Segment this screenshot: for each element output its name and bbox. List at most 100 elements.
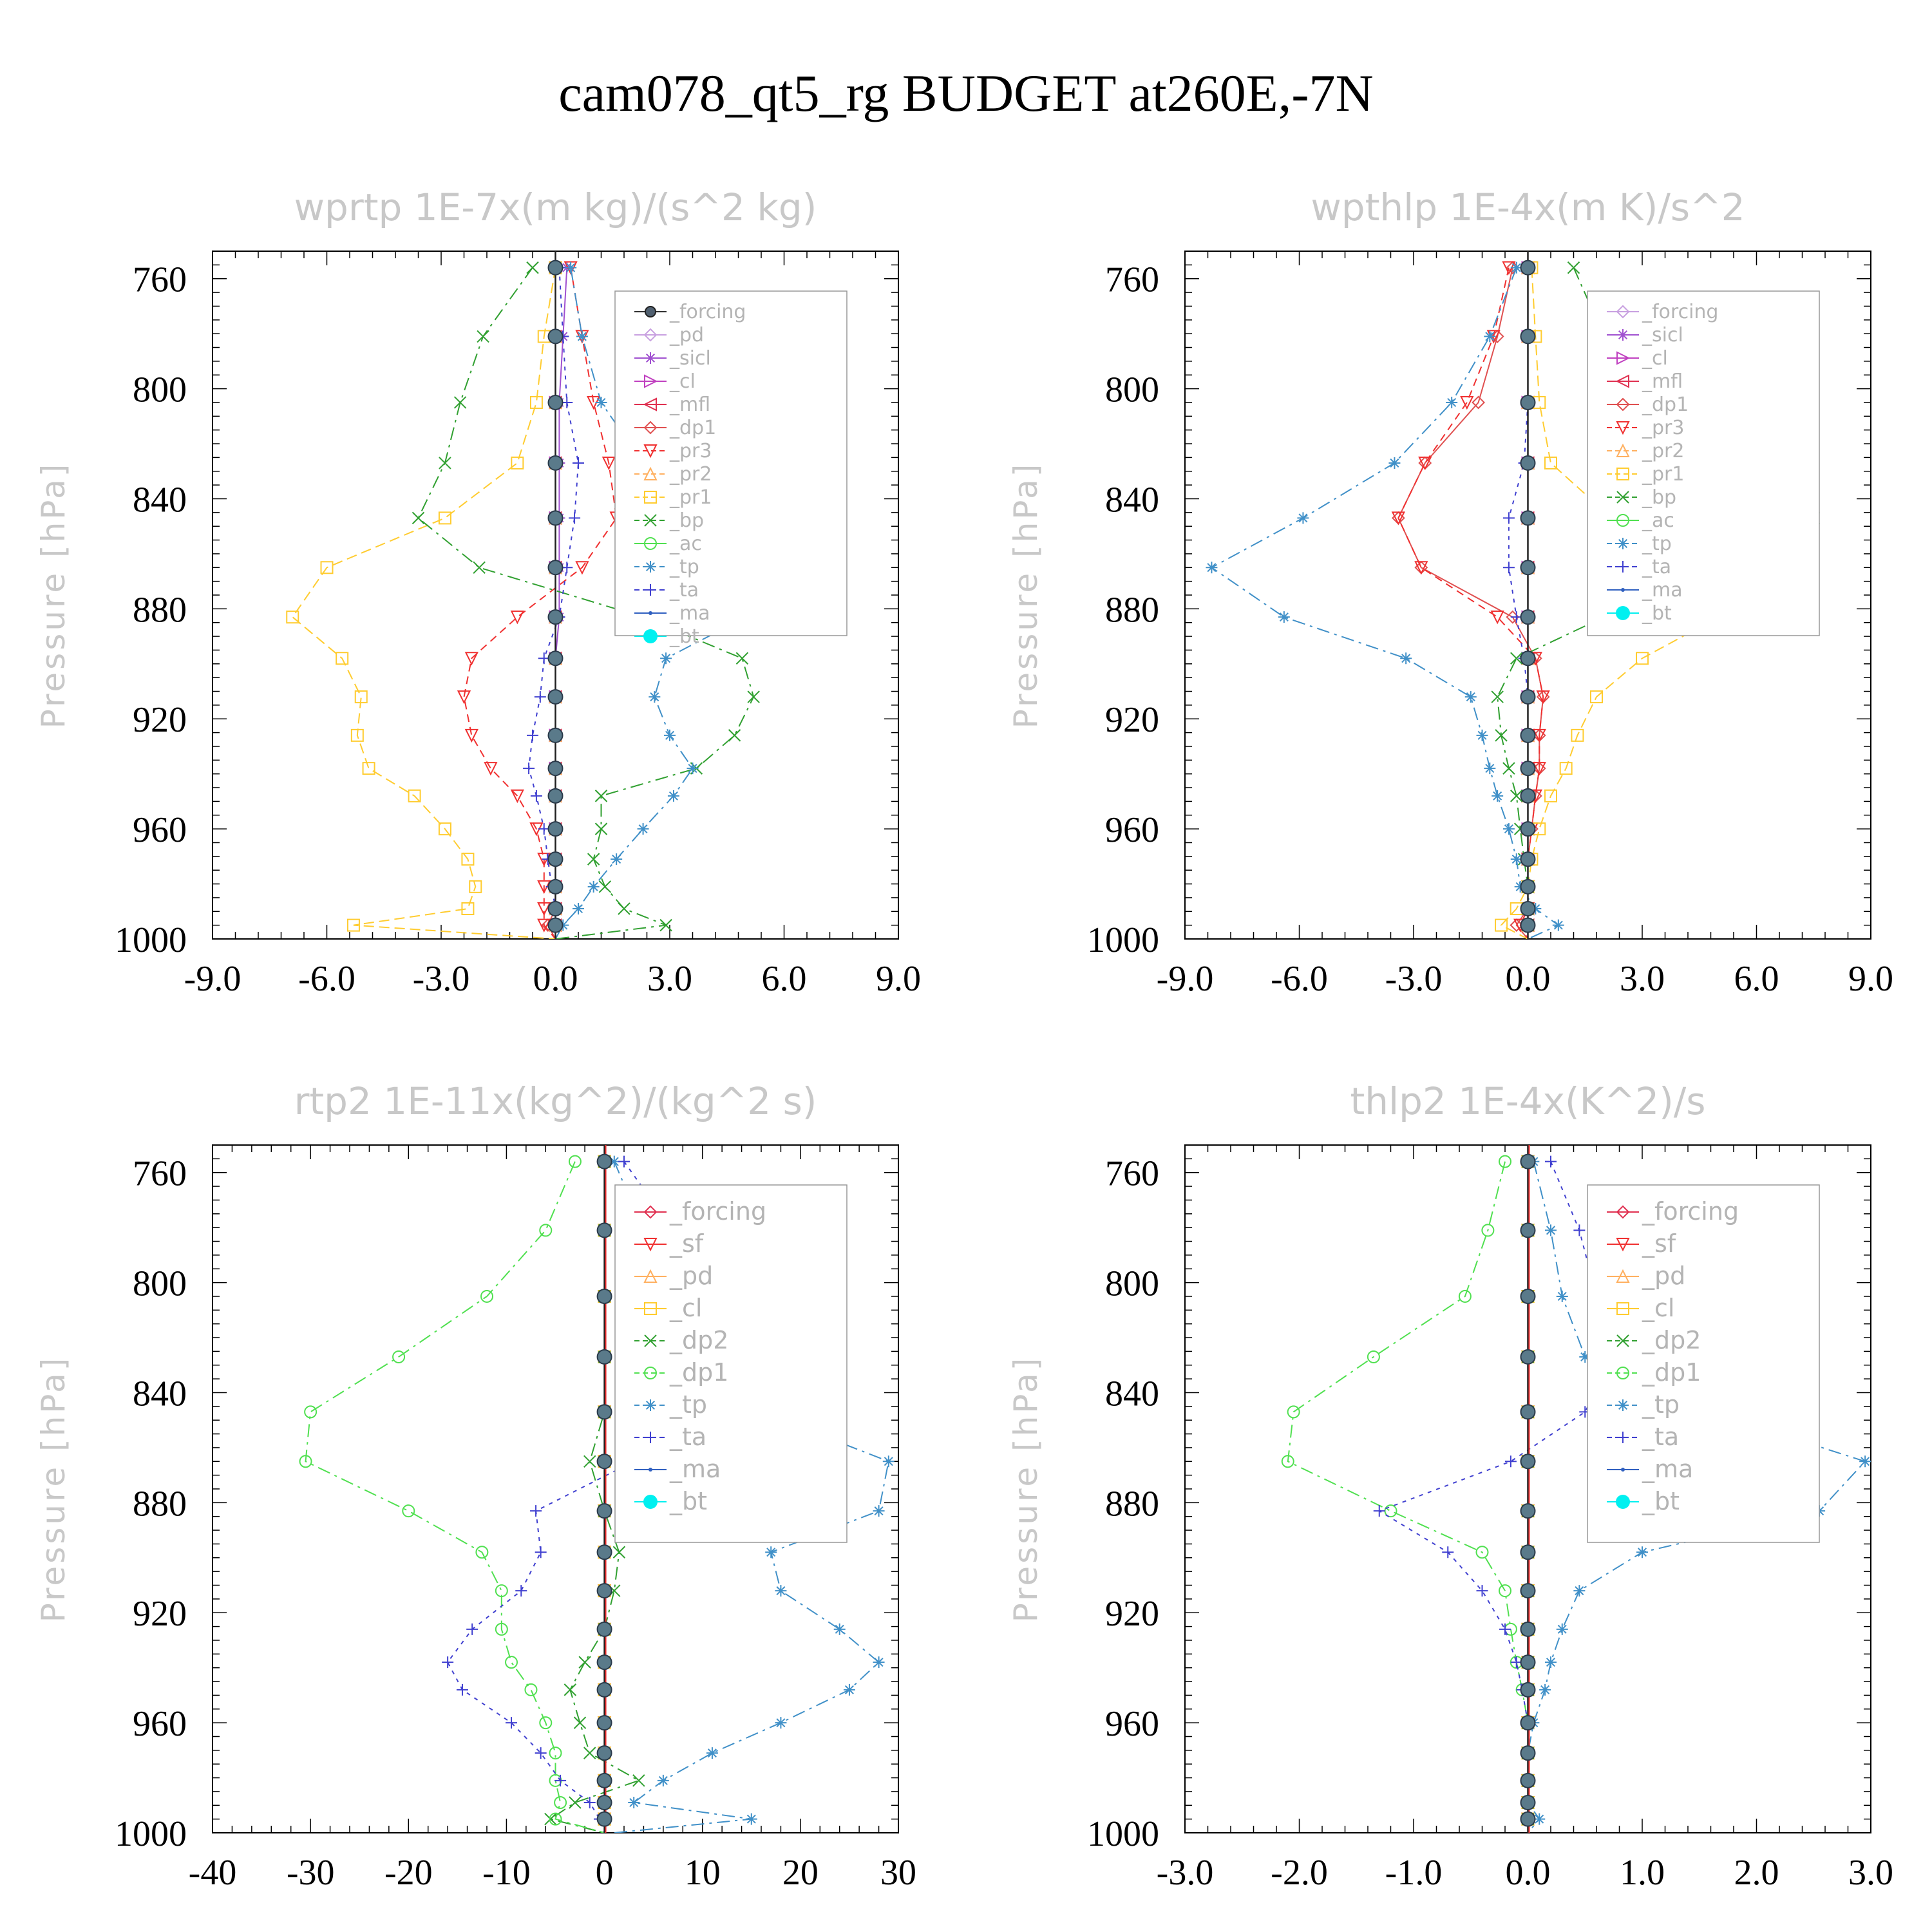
data-point-marker xyxy=(495,1622,508,1636)
legend-marker xyxy=(643,1238,658,1252)
data-point-marker xyxy=(1556,1290,1568,1302)
data-point-marker xyxy=(1446,396,1458,408)
series-line xyxy=(305,1161,605,1833)
data-point-marker xyxy=(1484,762,1496,775)
bt-point xyxy=(596,1404,612,1420)
legend-marker xyxy=(644,491,657,504)
data-point-marker xyxy=(565,261,577,274)
data-point-marker xyxy=(1388,457,1401,469)
legend-label: _pr1 xyxy=(669,486,712,509)
data-point-marker xyxy=(1636,1546,1648,1558)
x-tick-label: -3.0 xyxy=(1385,959,1443,999)
y-tick-label: 840 xyxy=(133,1374,187,1414)
legend-marker xyxy=(1616,351,1631,365)
bt-point xyxy=(1520,821,1536,837)
data-point-marker xyxy=(594,822,608,835)
bt-point xyxy=(547,761,564,777)
legend-marker xyxy=(643,421,658,435)
x-tick-label: 6.0 xyxy=(1734,959,1779,999)
data-point-marker xyxy=(1281,1455,1294,1468)
x-tick-label: 9.0 xyxy=(876,959,921,999)
y-tick-label: 960 xyxy=(1105,1704,1159,1744)
data-point-marker xyxy=(506,1717,518,1729)
legend-marker xyxy=(649,1468,652,1472)
data-point-marker xyxy=(1502,823,1515,835)
bt-point xyxy=(596,1681,612,1698)
legend-label: _bp xyxy=(669,509,704,532)
x-tick-label: 20 xyxy=(782,1853,819,1893)
bt-point xyxy=(1520,260,1536,276)
x-tick-label: -20 xyxy=(384,1853,433,1893)
data-point-marker xyxy=(534,691,546,703)
legend-marker xyxy=(1617,561,1629,573)
legend-marker xyxy=(643,444,658,459)
data-point-marker xyxy=(775,1717,787,1729)
legend-label: _dp2 xyxy=(1642,1326,1701,1354)
legend-marker xyxy=(1616,421,1630,435)
panel-title: thlp2 1E-4x(K^2)/s xyxy=(1350,1079,1705,1123)
legend-marker xyxy=(643,1269,658,1283)
x-tick-label: -3.0 xyxy=(413,959,470,999)
data-point-marker xyxy=(833,1623,846,1635)
data-point-marker xyxy=(583,1747,596,1759)
data-point-marker xyxy=(1499,1623,1511,1635)
legend-marker xyxy=(643,328,658,342)
legend-label: _pd xyxy=(669,324,704,346)
x-tick-label: -6.0 xyxy=(298,959,355,999)
bt-point xyxy=(547,917,564,933)
data-point-marker xyxy=(583,1797,596,1809)
data-point-marker xyxy=(439,457,451,469)
data-point-marker xyxy=(882,1455,895,1468)
legend-marker xyxy=(1617,1399,1629,1411)
data-point-marker xyxy=(1297,512,1309,524)
data-point-marker xyxy=(1414,561,1428,575)
data-point-marker xyxy=(1533,1813,1546,1825)
data-point-marker xyxy=(576,330,588,343)
series-line xyxy=(1527,1161,1866,1833)
data-point-marker xyxy=(412,511,425,525)
data-point-marker xyxy=(568,1155,582,1168)
data-point-marker xyxy=(608,1155,620,1168)
legend-label: _sf xyxy=(1642,1229,1677,1258)
data-point-marker xyxy=(549,1812,562,1826)
bt-point xyxy=(1520,1288,1536,1304)
data-point-marker xyxy=(775,1585,787,1597)
legend-label: _dp1 xyxy=(669,1358,728,1387)
bt-point xyxy=(547,560,564,576)
chart-panel-1: wprtp 1E-7x(m kg)/(s^2 kg) Pressure [hPa]… xyxy=(35,185,921,999)
data-point-marker xyxy=(1536,690,1550,705)
legend-marker xyxy=(1615,374,1629,388)
legend-label: _pr3 xyxy=(1642,417,1684,439)
x-tick-label: 3.0 xyxy=(647,959,692,999)
data-point-marker xyxy=(575,561,589,575)
series-sicl xyxy=(549,261,573,939)
data-point-marker xyxy=(1476,729,1488,741)
data-point-marker xyxy=(1552,919,1564,931)
legend-label: _cl xyxy=(1642,1294,1674,1322)
data-point-marker xyxy=(1287,1405,1300,1419)
series-line xyxy=(1287,1161,1529,1833)
legend-marker xyxy=(645,561,656,573)
data-point-marker xyxy=(529,395,543,409)
y-tick-label: 1000 xyxy=(115,920,187,960)
data-point-marker xyxy=(587,880,600,893)
series-line xyxy=(1210,267,1560,939)
legend-marker xyxy=(1616,1238,1630,1252)
data-point-marker xyxy=(1490,611,1504,625)
legend-marker xyxy=(643,1205,658,1219)
bt-point xyxy=(547,788,564,804)
x-tick-label: -10 xyxy=(482,1853,531,1893)
x-tick-label: 1.0 xyxy=(1620,1853,1665,1893)
data-point-marker xyxy=(535,1747,547,1759)
data-point-marker xyxy=(484,762,498,776)
series-line xyxy=(1500,267,1719,939)
data-point-marker xyxy=(346,918,360,932)
legend-label: _forcing xyxy=(669,301,746,323)
chart-panel-2: wpthlp 1E-4x(m K)/s^2 Pressure [hPa] -9.0 -… xyxy=(1007,185,1893,999)
series-line xyxy=(291,267,556,939)
data-point-marker xyxy=(569,1796,582,1809)
data-point-marker xyxy=(573,457,584,469)
bt-point xyxy=(1520,1222,1536,1238)
bt-point xyxy=(1520,510,1536,526)
x-tick-label: -30 xyxy=(287,1853,335,1893)
